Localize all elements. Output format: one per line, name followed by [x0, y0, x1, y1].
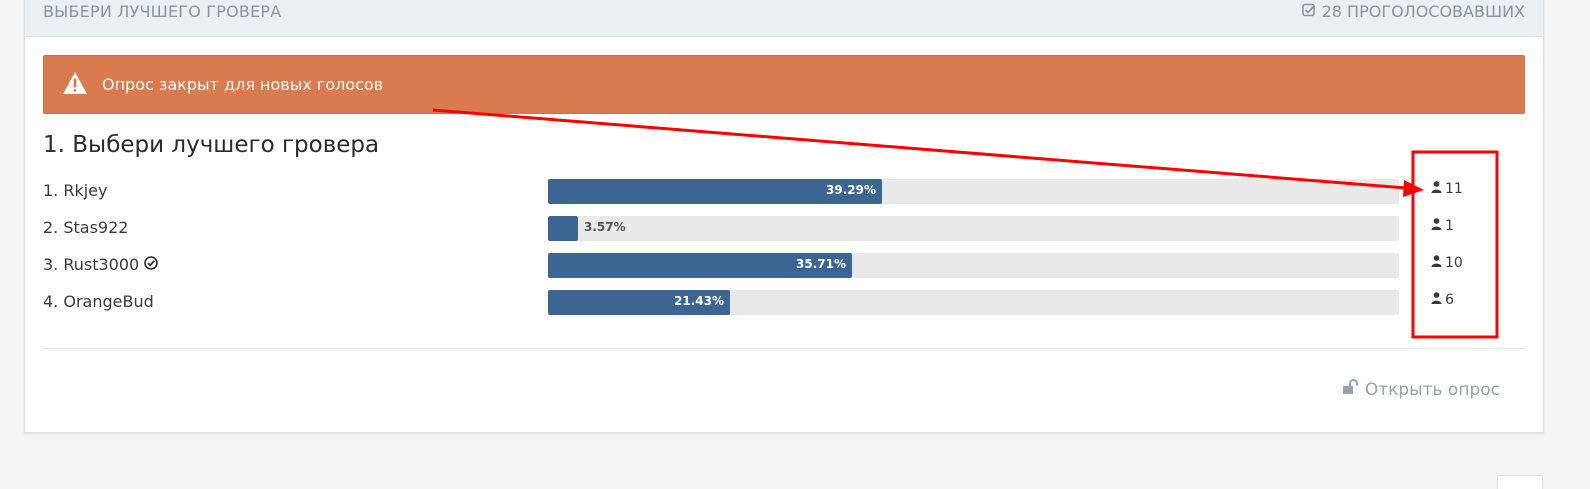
choice-label-text: 1. Rkjey: [43, 181, 108, 200]
vote-bar-fill: [548, 290, 730, 315]
vote-percent: 3.57%: [584, 220, 626, 234]
user-icon: [1431, 255, 1442, 271]
vote-percent: 21.43%: [674, 294, 724, 308]
choice-row: 2. Stas922 3.57% 1: [43, 216, 1493, 242]
vote-count: 6: [1431, 292, 1454, 308]
vote-count-value: 1: [1445, 218, 1454, 234]
choice-label: 3. Rust3000: [43, 255, 159, 274]
vote-bar-track: 21.43%: [548, 290, 1399, 315]
check-circle-icon: [144, 255, 159, 274]
poll-closed-message: Опрос закрыт для новых голосов: [102, 75, 384, 94]
open-poll-button[interactable]: Открыть опрос: [1342, 379, 1500, 400]
user-icon: [1431, 218, 1442, 234]
vote-percent: 35.71%: [796, 257, 846, 271]
vote-bar-track: 39.29%: [548, 179, 1399, 204]
poll-header: ВЫБЕРИ ЛУЧШЕГО ГРОВЕРА 28 ПРОГОЛОСОВАВШИ…: [25, 0, 1543, 37]
poll-card: ВЫБЕРИ ЛУЧШЕГО ГРОВЕРА 28 ПРОГОЛОСОВАВШИ…: [24, 0, 1544, 433]
check-square-icon: [1301, 2, 1316, 21]
vote-percent: 39.29%: [826, 183, 876, 197]
choice-row: 1. Rkjey 39.29% 11: [43, 179, 1493, 205]
vote-count: 1: [1431, 218, 1454, 234]
choice-label-text: 4. OrangeBud: [43, 292, 154, 311]
choice-label: 4. OrangeBud: [43, 292, 154, 311]
poll-header-title: ВЫБЕРИ ЛУЧШЕГО ГРОВЕРА: [43, 2, 282, 21]
divider: [43, 348, 1525, 349]
vote-count-value: 10: [1445, 255, 1463, 271]
choice-row: 4. OrangeBud 21.43% 6: [43, 290, 1493, 316]
poll-voters-count: 28 ПРОГОЛОСОВАВШИХ: [1301, 2, 1525, 21]
choice-label-text: 3. Rust3000: [43, 255, 140, 274]
vote-count-value: 6: [1445, 292, 1454, 308]
poll-closed-alert: Опрос закрыт для новых голосов: [43, 55, 1525, 114]
user-icon: [1431, 292, 1442, 308]
choice-label: 2. Stas922: [43, 218, 128, 237]
poll-voters-label: 28 ПРОГОЛОСОВАВШИХ: [1321, 2, 1525, 21]
corner-widget[interactable]: [1497, 475, 1543, 489]
vote-count: 10: [1431, 255, 1463, 271]
choice-row: 3. Rust3000 35.71% 10: [43, 253, 1493, 279]
user-icon: [1431, 181, 1442, 197]
vote-bar-fill: [548, 216, 578, 241]
annotation-box: [1411, 150, 1499, 339]
warning-triangle-icon: [62, 71, 88, 99]
choice-label-text: 2. Stas922: [43, 218, 129, 237]
question-title: 1. Выбери лучшего гровера: [43, 132, 380, 158]
vote-bar-track: 35.71%: [548, 253, 1399, 278]
annotation-arrow-line: [432, 108, 1407, 190]
vote-bar-fill: [548, 179, 882, 204]
vote-bar-track: 3.57%: [548, 216, 1399, 241]
vote-count: 11: [1431, 181, 1463, 197]
choice-label: 1. Rkjey: [43, 181, 108, 200]
unlock-icon: [1342, 379, 1359, 400]
vote-count-value: 11: [1445, 181, 1463, 197]
vote-bar-fill: [548, 253, 852, 278]
open-poll-label: Открыть опрос: [1364, 379, 1500, 400]
